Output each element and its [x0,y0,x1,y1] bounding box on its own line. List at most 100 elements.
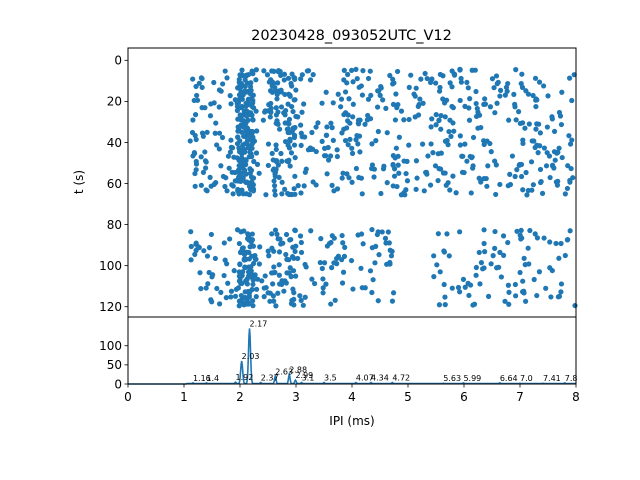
raster-dot [244,281,250,287]
raster-dot [564,185,571,192]
raster-dot [484,183,490,189]
raster-dot [537,166,544,173]
raster-dot [506,117,512,123]
raster-dot [447,187,453,193]
raster-dot [437,84,443,91]
raster-dot [537,130,543,136]
raster-dot [485,293,492,299]
raster-dot [380,97,386,103]
raster-dot [251,158,257,165]
raster-dot [441,281,447,288]
raster-dot [537,179,544,186]
raster-dot [519,71,525,77]
raster-dot [228,294,234,300]
raster-dot [239,73,245,79]
raster-dot [219,134,226,141]
raster-dot [415,103,421,109]
raster-dot [569,97,575,104]
raster-dot [287,93,293,99]
raster-dot [328,301,334,307]
peak-label: 7.8 [565,374,578,383]
raster-dot [272,227,279,233]
raster-dot [235,128,241,134]
raster-dot [218,289,224,296]
histogram-x-tick-label: 0 [124,390,132,404]
histogram-x-tick-label: 7 [516,390,524,404]
raster-dot [406,142,412,148]
raster-dot [401,117,407,123]
raster-dot [359,191,365,197]
raster-dot [391,166,398,172]
raster-dot [307,77,314,83]
raster-dot [395,153,401,159]
raster-dot [292,227,298,234]
raster-dot [518,227,524,233]
raster-dot [212,130,218,136]
raster-dot [485,163,491,169]
raster-dot [572,302,578,309]
raster-dot [192,132,198,139]
raster-dot [279,158,285,164]
raster-dot [509,153,516,159]
raster-dot [197,270,203,276]
raster-dot [362,121,368,127]
raster-dot [549,116,555,122]
raster-dot [477,281,483,287]
peak-label: 1.92 [236,373,254,382]
raster-dot [340,269,347,275]
raster-dot [239,272,245,279]
raster-dot [302,294,308,300]
raster-dot [278,150,284,157]
raster-dot [365,96,372,102]
raster-dot [272,187,278,194]
raster-dot [203,285,209,291]
raster-dot [391,80,397,86]
raster-dot [265,162,271,169]
raster-dot [248,264,254,270]
raster-dot [395,162,401,168]
raster-dot [250,243,257,249]
raster-dot [277,236,283,242]
raster-dot [383,105,389,111]
raster-dot [490,253,496,259]
raster-dot [291,290,297,296]
raster-dot [240,191,246,197]
raster-dot [286,121,292,127]
raster-dot [424,75,430,82]
raster-dot [222,68,228,74]
raster-dot [262,273,268,279]
raster-dot [250,281,256,288]
raster-dot [242,289,248,295]
raster-dot [423,169,430,175]
raster-dot [256,170,262,176]
raster-dot [567,141,574,147]
raster-dot [287,163,293,169]
raster-dot [188,243,194,250]
raster-dot [518,161,525,168]
raster-dot [492,245,498,251]
histogram-y-tick-label: 50 [107,358,122,372]
raster-dot [350,114,356,120]
raster-dot [202,149,208,155]
raster-dot [261,294,267,300]
raster-dot [457,66,463,73]
raster-dot [275,121,281,127]
peak-label: 7.0 [520,374,533,383]
raster-dot [288,236,294,243]
raster-dot [293,273,299,279]
raster-dot [428,141,434,147]
raster-dot [331,188,337,194]
raster-dot [228,288,235,294]
raster-dot [330,137,336,143]
raster-dot [234,107,241,114]
raster-dot [334,147,340,153]
raster-dot [421,188,427,194]
raster-dot [231,268,237,274]
raster-dot [506,301,512,307]
raster-dot [261,285,267,291]
peak-label: 6.64 [500,374,518,383]
raster-dot [552,157,558,163]
raster-dot [345,71,351,78]
raster-dot [192,251,198,258]
raster-dot [376,252,382,258]
